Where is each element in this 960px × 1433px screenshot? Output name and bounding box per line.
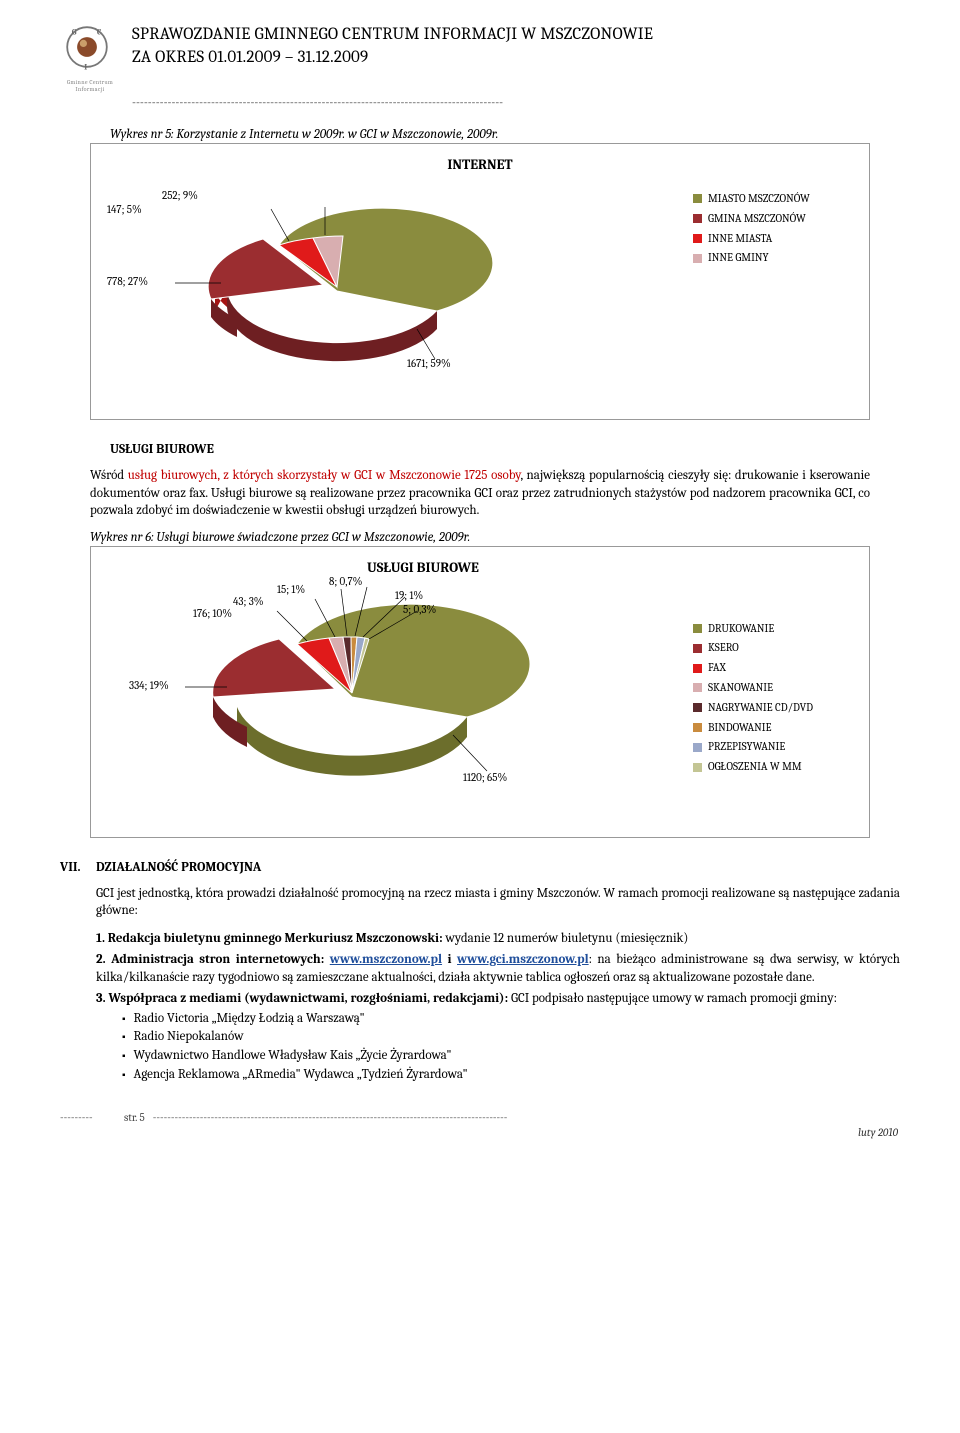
legend-item: INNE GMINY	[693, 248, 853, 268]
svg-text:I: I	[84, 64, 87, 73]
chart2-lbl-b: 43; 3%	[233, 595, 264, 608]
chart1-legend: MIASTO MSZCZONÓW GMINA MSZCZONÓW INNE MI…	[693, 181, 853, 268]
vii-intro: GCI jest jednostką, która prowadzi dział…	[96, 885, 900, 920]
paragraph-uslugi: Wśród usług biurowych, z których skorzys…	[90, 467, 870, 520]
logo: G C I Gminne Centrum Informacji	[60, 20, 120, 93]
header-title-block: SPRAWOZDANIE GMINNEGO CENTRUM INFORMACJI…	[132, 20, 900, 70]
footer-date: luty 2010	[60, 1126, 900, 1139]
legend-item: INNE MIASTA	[693, 229, 853, 249]
highlighted-text: usług biurowych, z których skorzystały w…	[128, 468, 521, 483]
swatch-icon	[693, 664, 702, 673]
chart2-lbl-e: 19; 1%	[395, 589, 423, 602]
chart2-title: USŁUGI BIUROWE	[367, 559, 479, 576]
chart2-frame: USŁUGI BIUROWE	[90, 546, 870, 838]
chart1-caption: Wykres nr 5: Korzystanie z Internetu w 2…	[110, 127, 900, 142]
subheading-uslugi: USŁUGI BIUROWE	[110, 442, 870, 457]
swatch-icon	[693, 194, 702, 203]
chart1-frame: INTERNET 147	[90, 143, 870, 420]
footer-dashes-left: ---------	[60, 1111, 116, 1124]
page-footer: --------- str. 5 -----------------------…	[60, 1111, 900, 1139]
legend-item: FAX	[693, 658, 853, 678]
header-title-2: ZA OKRES 01.01.2009 – 31.12.2009	[132, 47, 900, 70]
sub-item: Agencja Reklamowa „ARmedia" Wydawca „Tyd…	[122, 1066, 900, 1084]
link-mszczonow[interactable]: www.mszczonow.pl	[330, 952, 442, 967]
legend-item: GMINA MSZCZONÓW	[693, 209, 853, 229]
swatch-icon	[693, 723, 702, 732]
swatch-icon	[693, 763, 702, 772]
chart2-caption: Wykres nr 6: Usługi biurowe świadczone p…	[90, 530, 870, 545]
legend-item: NAGRYWANIE CD/DVD	[693, 698, 853, 718]
swatch-icon	[693, 703, 702, 712]
chart2-lbl-a: 176; 10%	[193, 607, 232, 620]
swatch-icon	[693, 683, 702, 692]
legend-item: OGŁOSZENIA W MM	[693, 757, 853, 777]
swatch-icon	[693, 234, 702, 243]
chart2-lbl-h: 1120; 65%	[463, 771, 507, 784]
chart1-label-c: 778; 27%	[107, 275, 148, 288]
chart2-lbl-f: 5; 0,3%	[403, 603, 436, 616]
sub-list: Radio Victoria „Między Łodzią a Warszawą…	[96, 1010, 900, 1083]
legend-item: PRZEPISYWANIE	[693, 737, 853, 757]
swatch-icon	[693, 254, 702, 263]
chart1-title: INTERNET	[107, 156, 853, 173]
page-header: G C I Gminne Centrum Informacji SPRAWOZD…	[60, 20, 900, 93]
chart2-pie: USŁUGI BIUROWE	[107, 559, 693, 819]
chart1-pie: 147; 5% 252; 9% 778; 27% 1671; 59%	[107, 181, 693, 401]
chart1-label-a: 252; 9%	[162, 189, 198, 202]
sub-item: Wydawnictwo Handlowe Władysław Kais „Życ…	[122, 1047, 900, 1065]
swatch-icon	[693, 743, 702, 752]
swatch-icon	[693, 644, 702, 653]
chart2-legend: DRUKOWANIE KSERO FAX SKANOWANIE NAGRYWAN…	[693, 559, 853, 777]
sub-item: Radio Niepokalanów	[122, 1028, 900, 1046]
swatch-icon	[693, 624, 702, 633]
section-vii: VII. DZIAŁALNOŚĆ PROMOCYJNA GCI jest jed…	[60, 860, 900, 1087]
list-item: 2. Administracja stron internetowych: ww…	[96, 951, 900, 986]
chart1-label-b: 147; 5%	[107, 203, 142, 216]
list-item: 3. Współpraca z mediami (wydawnictwami, …	[96, 990, 900, 1083]
list-item: 1. Redakcja biuletynu gminnego Merkurius…	[96, 930, 900, 948]
footer-dashes-right: ----------------------------------------…	[153, 1111, 900, 1124]
svg-text:C: C	[97, 28, 102, 37]
swatch-icon	[693, 214, 702, 223]
header-title-1: SPRAWOZDANIE GMINNEGO CENTRUM INFORMACJI…	[132, 24, 900, 47]
chart1-label-d: 1671; 59%	[407, 357, 451, 370]
legend-item: MIASTO MSZCZONÓW	[693, 189, 853, 209]
svg-text:G: G	[72, 28, 77, 37]
legend-item: BINDOWANIE	[693, 718, 853, 738]
section-title: DZIAŁALNOŚĆ PROMOCYJNA	[96, 860, 900, 875]
link-gci[interactable]: www.gci.mszczonow.pl	[457, 952, 589, 967]
chart2-lbl-g: 334; 19%	[129, 679, 169, 692]
logo-caption: Gminne Centrum Informacji	[60, 79, 120, 93]
page-number: str. 5	[116, 1111, 153, 1124]
logo-icon: G C I	[60, 20, 114, 74]
section-number: VII.	[60, 860, 96, 1087]
vii-list: 1. Redakcja biuletynu gminnego Merkurius…	[96, 930, 900, 1083]
header-separator: ----------------------------------------…	[132, 95, 900, 109]
legend-item: SKANOWANIE	[693, 678, 853, 698]
sub-item: Radio Victoria „Między Łodzią a Warszawą…	[122, 1010, 900, 1028]
legend-item: DRUKOWANIE	[693, 619, 853, 639]
legend-item: KSERO	[693, 638, 853, 658]
chart2-lbl-c: 15; 1%	[277, 583, 305, 596]
chart2-lbl-d: 8; 0,7%	[329, 575, 362, 588]
